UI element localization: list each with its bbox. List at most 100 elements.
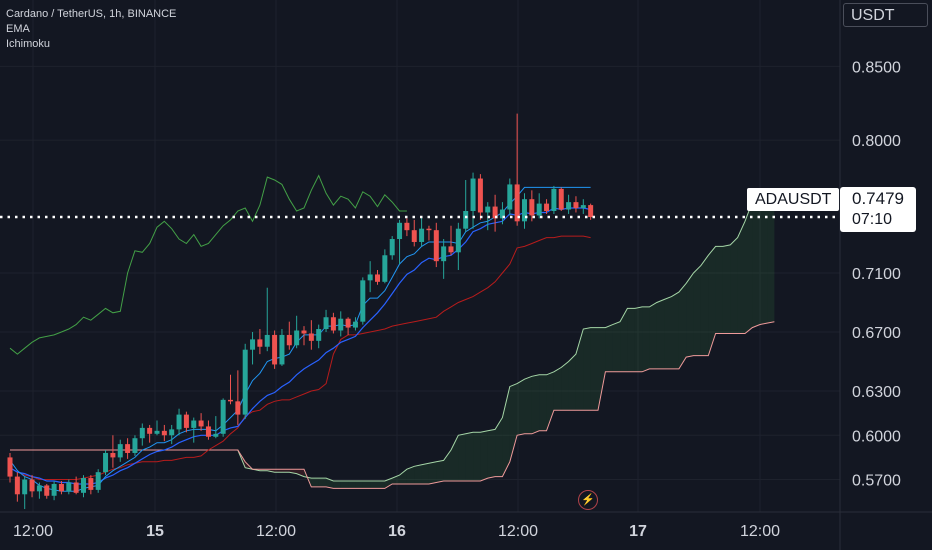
- candle: [66, 479, 72, 495]
- candle-body: [228, 399, 233, 402]
- candle-body: [308, 333, 314, 341]
- candle: [551, 185, 557, 214]
- candle-body: [139, 427, 145, 439]
- candle-body: [514, 184, 520, 222]
- candle-body: [205, 426, 211, 437]
- candle-body: [360, 280, 366, 322]
- flash-icon[interactable]: ⚡: [578, 490, 598, 510]
- time-axis-label: 12:00: [256, 523, 296, 540]
- cloud-segment: [281, 469, 290, 473]
- candle: [220, 398, 226, 437]
- candle: [389, 236, 395, 260]
- cloud-segment: [531, 374, 540, 434]
- symbol-price-label: ADAUSDT: [747, 188, 840, 211]
- candle-body: [191, 420, 197, 428]
- candle-body: [110, 452, 116, 458]
- candle: [558, 187, 564, 211]
- cloud-segment: [583, 327, 591, 411]
- legend-ema[interactable]: EMA: [6, 23, 30, 35]
- candle: [183, 411, 189, 433]
- candle-body: [117, 444, 123, 458]
- candle: [294, 315, 300, 349]
- cloud-segment: [296, 469, 304, 477]
- candle: [360, 277, 366, 325]
- candle-body: [44, 485, 50, 496]
- candle-body: [257, 339, 263, 347]
- candle-body: [404, 222, 410, 231]
- candle-body: [198, 420, 204, 427]
- candle: [154, 420, 160, 436]
- candle: [250, 331, 256, 365]
- cloud-segment: [318, 478, 327, 487]
- candle: [272, 330, 278, 369]
- cloud-segment: [355, 481, 363, 489]
- candle-body: [330, 317, 336, 331]
- currency-button[interactable]: USDT: [843, 3, 928, 27]
- candle: [492, 194, 498, 232]
- candle: [433, 222, 439, 268]
- candle-body: [441, 246, 447, 262]
- cloud-segment: [752, 200, 760, 328]
- candle-body: [154, 430, 160, 434]
- candle-body: [22, 479, 28, 495]
- candle: [529, 190, 535, 222]
- candle: [470, 172, 476, 229]
- cloud-segment: [340, 481, 349, 489]
- price-scale-label: 0.6000: [852, 428, 901, 445]
- candle: [117, 439, 123, 462]
- candle-body: [242, 349, 248, 415]
- candle: [566, 194, 572, 214]
- candle-body: [301, 330, 307, 334]
- candle: [161, 424, 167, 442]
- candle: [125, 438, 131, 459]
- candle-body: [419, 228, 425, 242]
- candle: [22, 476, 28, 510]
- price-scale-label: 0.5700: [852, 473, 901, 490]
- cloud-segment: [348, 481, 356, 489]
- candle: [44, 483, 50, 499]
- candle: [477, 174, 483, 220]
- cloud-segment: [642, 306, 650, 372]
- candle-body: [463, 210, 469, 229]
- legend-ichimoku[interactable]: Ichimoku: [6, 38, 51, 50]
- cloud-segment: [414, 464, 422, 484]
- candle: [536, 193, 542, 219]
- candle: [573, 196, 579, 213]
- candle: [198, 413, 204, 431]
- candle-body: [161, 430, 167, 436]
- cloud-segment: [370, 481, 378, 489]
- candle: [205, 420, 211, 440]
- cloud-segment: [524, 376, 532, 434]
- candle-body: [316, 329, 322, 341]
- candle: [51, 481, 57, 501]
- cloud-segment: [362, 481, 371, 489]
- candle: [426, 225, 432, 241]
- candle-body: [279, 334, 285, 365]
- candle: [404, 218, 410, 237]
- candles: [7, 113, 594, 510]
- candle: [147, 424, 153, 443]
- candle: [132, 435, 138, 456]
- candle: [448, 225, 454, 256]
- cloud-segment: [495, 417, 503, 477]
- cloud-segment: [311, 478, 319, 487]
- candle-body: [176, 414, 182, 430]
- candle: [110, 435, 116, 468]
- cloud-segment: [620, 308, 628, 372]
- candle-body: [14, 476, 20, 495]
- candle-body: [448, 246, 454, 253]
- cloud-segment: [289, 469, 297, 474]
- candle: [14, 472, 20, 502]
- candle: [419, 216, 425, 247]
- candle-body: [566, 202, 572, 210]
- candle: [88, 475, 94, 495]
- candle-body: [103, 452, 109, 473]
- ema-line: [9, 207, 591, 485]
- candle-body: [7, 457, 13, 477]
- candle: [580, 199, 586, 214]
- legend-title[interactable]: Cardano / TetherUS, 1h, BINANCE: [6, 8, 177, 20]
- price-scale-label: 0.6700: [852, 325, 901, 342]
- candle: [81, 475, 86, 498]
